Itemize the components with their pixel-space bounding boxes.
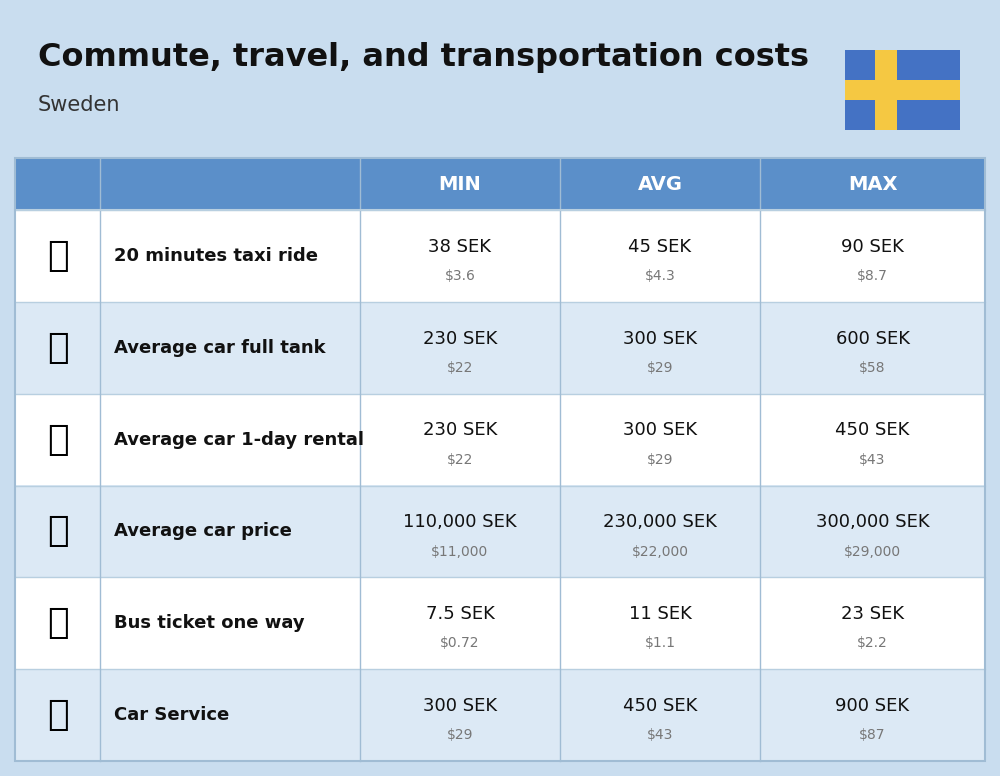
Text: 🚙: 🚙 <box>47 423 68 456</box>
Text: Average car full tank: Average car full tank <box>114 339 326 357</box>
Text: Sweden: Sweden <box>38 95 120 115</box>
Text: 450 SEK: 450 SEK <box>835 421 910 439</box>
Bar <box>15 577 985 669</box>
Text: 🚗: 🚗 <box>47 514 68 549</box>
Text: 20 minutes taxi ride: 20 minutes taxi ride <box>114 247 318 265</box>
Text: $2.2: $2.2 <box>857 636 888 650</box>
Text: 900 SEK: 900 SEK <box>835 697 910 715</box>
Text: Average car price: Average car price <box>114 522 292 540</box>
Text: 🚕: 🚕 <box>47 239 68 273</box>
Text: $22,000: $22,000 <box>632 545 688 559</box>
Text: 600 SEK: 600 SEK <box>836 330 910 348</box>
Text: $4.3: $4.3 <box>645 269 675 283</box>
Text: 7.5 SEK: 7.5 SEK <box>426 605 494 623</box>
Text: 230 SEK: 230 SEK <box>423 330 497 348</box>
Text: 300,000 SEK: 300,000 SEK <box>816 513 929 532</box>
Text: $22: $22 <box>447 361 473 375</box>
Text: $43: $43 <box>859 452 886 467</box>
Text: Average car 1-day rental: Average car 1-day rental <box>114 431 364 449</box>
Text: 11 SEK: 11 SEK <box>629 605 691 623</box>
Text: 🔧: 🔧 <box>47 698 68 732</box>
Text: AVG: AVG <box>638 175 682 193</box>
Text: $29: $29 <box>447 729 473 743</box>
Text: 90 SEK: 90 SEK <box>841 237 904 256</box>
Text: Commute, travel, and transportation costs: Commute, travel, and transportation cost… <box>38 42 809 73</box>
Bar <box>15 302 985 393</box>
Text: $29: $29 <box>647 452 673 467</box>
Bar <box>15 158 985 761</box>
Bar <box>15 393 985 486</box>
Text: 38 SEK: 38 SEK <box>428 237 492 256</box>
Text: 45 SEK: 45 SEK <box>628 237 692 256</box>
Text: MIN: MIN <box>439 175 481 193</box>
Text: $87: $87 <box>859 729 886 743</box>
Text: 450 SEK: 450 SEK <box>623 697 697 715</box>
Bar <box>15 158 985 210</box>
Text: $3.6: $3.6 <box>445 269 475 283</box>
Text: $11,000: $11,000 <box>431 545 489 559</box>
Text: $43: $43 <box>647 729 673 743</box>
Bar <box>845 50 960 130</box>
Text: $29: $29 <box>647 361 673 375</box>
Text: 230 SEK: 230 SEK <box>423 421 497 439</box>
Bar <box>15 486 985 577</box>
Text: Car Service: Car Service <box>114 706 229 724</box>
Text: 110,000 SEK: 110,000 SEK <box>403 513 517 532</box>
Text: 300 SEK: 300 SEK <box>423 697 497 715</box>
Text: $22: $22 <box>447 452 473 467</box>
Text: 🚌: 🚌 <box>47 606 68 640</box>
Bar <box>845 80 960 100</box>
Bar <box>15 210 985 302</box>
Text: 300 SEK: 300 SEK <box>623 421 697 439</box>
Text: Bus ticket one way: Bus ticket one way <box>114 615 305 632</box>
Text: 300 SEK: 300 SEK <box>623 330 697 348</box>
Bar <box>15 669 985 761</box>
Text: $1.1: $1.1 <box>644 636 676 650</box>
Text: $8.7: $8.7 <box>857 269 888 283</box>
Text: MAX: MAX <box>848 175 897 193</box>
Text: 230,000 SEK: 230,000 SEK <box>603 513 717 532</box>
Bar <box>875 50 897 130</box>
Text: $0.72: $0.72 <box>440 636 480 650</box>
Text: $58: $58 <box>859 361 886 375</box>
Text: ⛽: ⛽ <box>47 331 68 365</box>
Text: $29,000: $29,000 <box>844 545 901 559</box>
Text: 23 SEK: 23 SEK <box>841 605 904 623</box>
